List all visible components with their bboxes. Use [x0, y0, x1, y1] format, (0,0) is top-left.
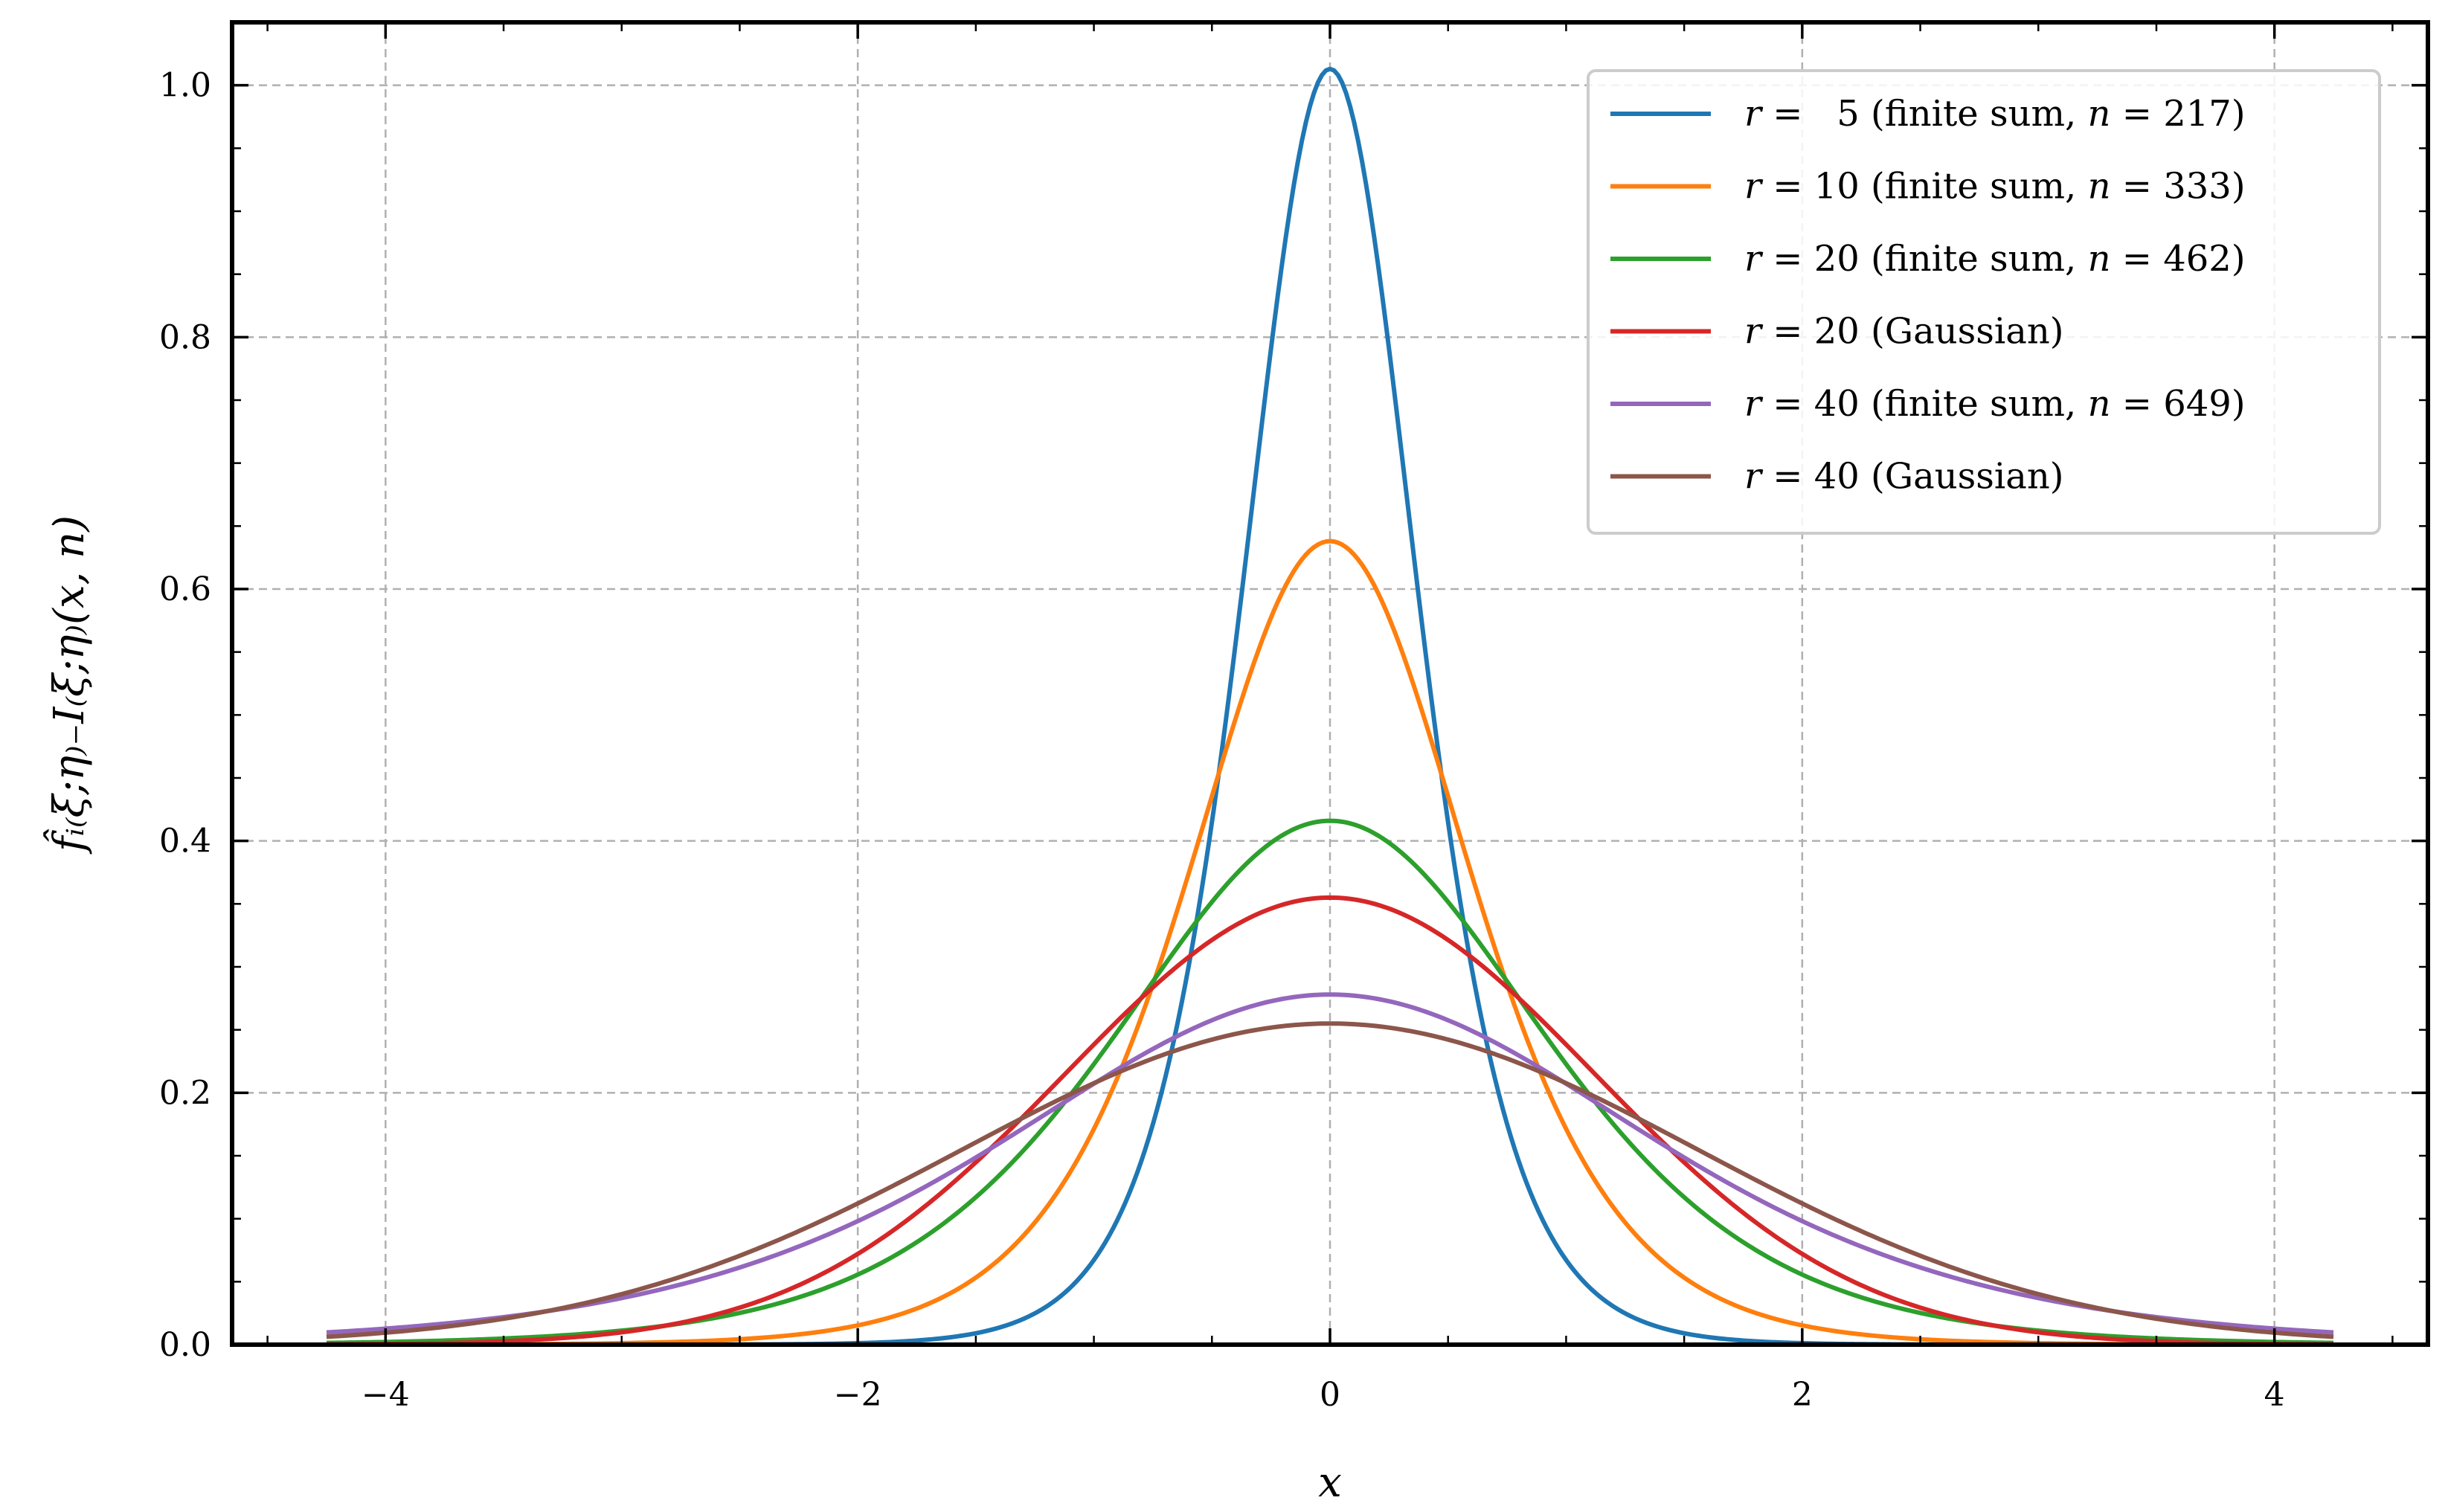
series-line-5	[326, 992, 2334, 1335]
x-tick-label: 2	[1792, 1376, 1813, 1414]
x-axis-label: x	[1318, 1458, 1342, 1507]
legend-entry: r = 10 (finite sum, n = 333)	[1744, 166, 2246, 208]
tick-labels: −4 −2 0 2 4 0.0 0.2 0.4 0.6 0.8 1.0	[159, 67, 2285, 1414]
series-line-6	[326, 1021, 2334, 1339]
x-tick-label: 4	[2264, 1376, 2285, 1414]
legend-entry: r = 20 (Gaussian)	[1744, 311, 2064, 353]
y-tick-label: 0.8	[159, 318, 211, 356]
x-tick-label: 0	[1320, 1376, 1340, 1414]
legend-box	[1587, 69, 2381, 535]
y-tick-label: 0.4	[159, 823, 211, 860]
x-tick-label: −2	[834, 1376, 882, 1414]
series-line-2	[326, 538, 2334, 1347]
legend: r = 5 (finite sum, n = 217) r = 10 (finit…	[1587, 69, 2381, 535]
y-tick-label: 0.2	[159, 1074, 211, 1112]
y-tick-label: 0.0	[159, 1326, 211, 1364]
x-tick-label: −4	[362, 1376, 410, 1414]
y-tick-label: 1.0	[159, 67, 211, 105]
legend-entry: r = 40 (Gaussian)	[1744, 456, 2064, 498]
series-line-4	[326, 895, 2334, 1347]
y-axis-label: f̂ᵢ₍ξ;η₎₋I₍ξ;η₎(x, n)	[42, 515, 94, 855]
y-tick-label: 0.6	[159, 570, 211, 608]
legend-entry: r = 5 (finite sum, n = 217)	[1744, 93, 2246, 135]
legend-entry: r = 20 (finite sum, n = 462)	[1744, 238, 2246, 280]
legend-entry: r = 40 (finite sum, n = 649)	[1744, 383, 2246, 425]
ticks	[232, 21, 2428, 1346]
